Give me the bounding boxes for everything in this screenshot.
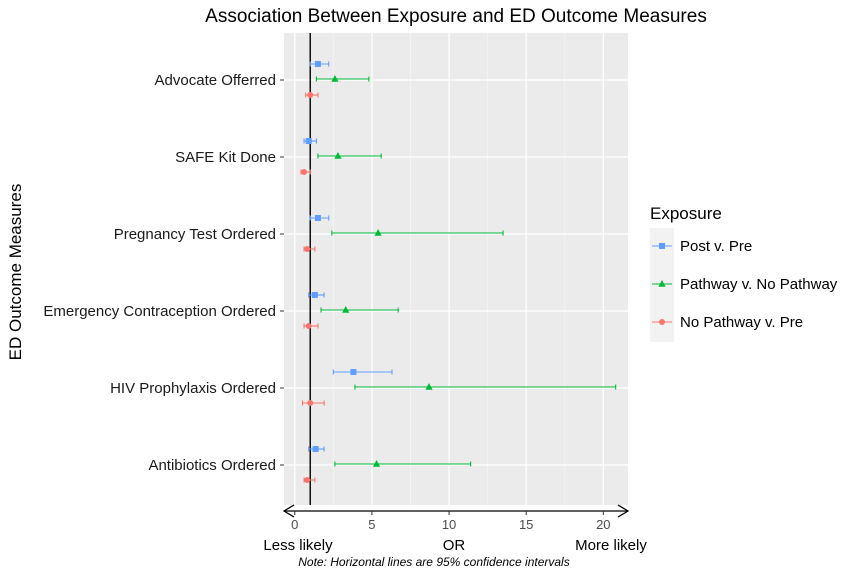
category-label: Advocate Offerred	[155, 72, 276, 89]
plot-panel	[284, 33, 628, 505]
odds-ratio-point	[312, 446, 319, 452]
odds-ratio-point	[307, 400, 314, 406]
series	[300, 92, 325, 483]
odds-ratio-point	[301, 169, 308, 175]
x-axis-arrow	[282, 504, 630, 518]
legend-entries: Post v. Pre Pathway v. No Pathway No Pathw…	[652, 238, 838, 331]
category-label: HIV Prophylaxis Ordered	[110, 380, 276, 397]
odds-ratio-point	[307, 92, 314, 98]
x-tick-label: 15	[519, 517, 533, 532]
series	[315, 75, 617, 467]
x-tick-label: 5	[368, 517, 375, 532]
category-label: Emergency Contraception Ordered	[43, 303, 276, 320]
odds-ratio-point	[314, 61, 321, 67]
x-ticks: 0 5 10 15 20	[291, 511, 611, 532]
odds-ratio-point	[334, 152, 342, 159]
legend-label: No Pathway v. Pre	[680, 314, 803, 331]
legend-key-marker	[659, 243, 665, 249]
odds-ratio-point	[331, 75, 339, 82]
major-gridlines	[284, 33, 628, 505]
legend-key-marker	[659, 319, 665, 325]
odds-ratio-point	[314, 215, 321, 221]
category-label: Pregnancy Test Ordered	[114, 226, 276, 243]
series	[303, 61, 393, 452]
minor-gridlines	[332, 33, 566, 505]
category-label: SAFE Kit Done	[175, 149, 276, 166]
x-right-label: More likely	[575, 537, 647, 554]
category-label: Antibiotics Ordered	[148, 457, 276, 474]
x-tick-label: 10	[442, 517, 456, 532]
odds-ratio-point	[304, 246, 311, 252]
odds-ratio-point	[342, 306, 350, 313]
x-tick-label: 0	[291, 517, 298, 532]
legend-title: Exposure	[650, 204, 722, 223]
odds-ratio-point	[372, 460, 381, 467]
footnote: Note: Horizontal lines are 95% confidenc…	[298, 555, 569, 569]
odds-ratio-point	[311, 292, 318, 298]
legend-label: Pathway v. No Pathway	[680, 276, 838, 293]
y-axis-label: ED Outcome Measures	[6, 184, 25, 361]
odds-ratio-point	[304, 477, 311, 483]
x-left-label: Less likely	[263, 537, 333, 554]
x-axis-label: OR	[443, 537, 466, 554]
odds-ratio-point	[425, 383, 433, 390]
x-tick-label: 20	[596, 517, 610, 532]
odds-ratio-point	[305, 138, 312, 144]
odds-ratio-point	[374, 229, 382, 236]
legend: Exposure Post v. Pre Pathway v. No Pathwa…	[650, 204, 838, 342]
chart-title: Association Between Exposure and ED Outc…	[205, 6, 707, 27]
legend-label: Post v. Pre	[680, 238, 752, 255]
odds-ratio-point	[350, 369, 357, 375]
series-group	[300, 61, 617, 483]
legend-key-marker	[658, 280, 666, 287]
odds-ratio-point	[305, 323, 312, 329]
category-labels: Advocate Offerred SAFE Kit Done Pregnancy …	[43, 72, 284, 474]
